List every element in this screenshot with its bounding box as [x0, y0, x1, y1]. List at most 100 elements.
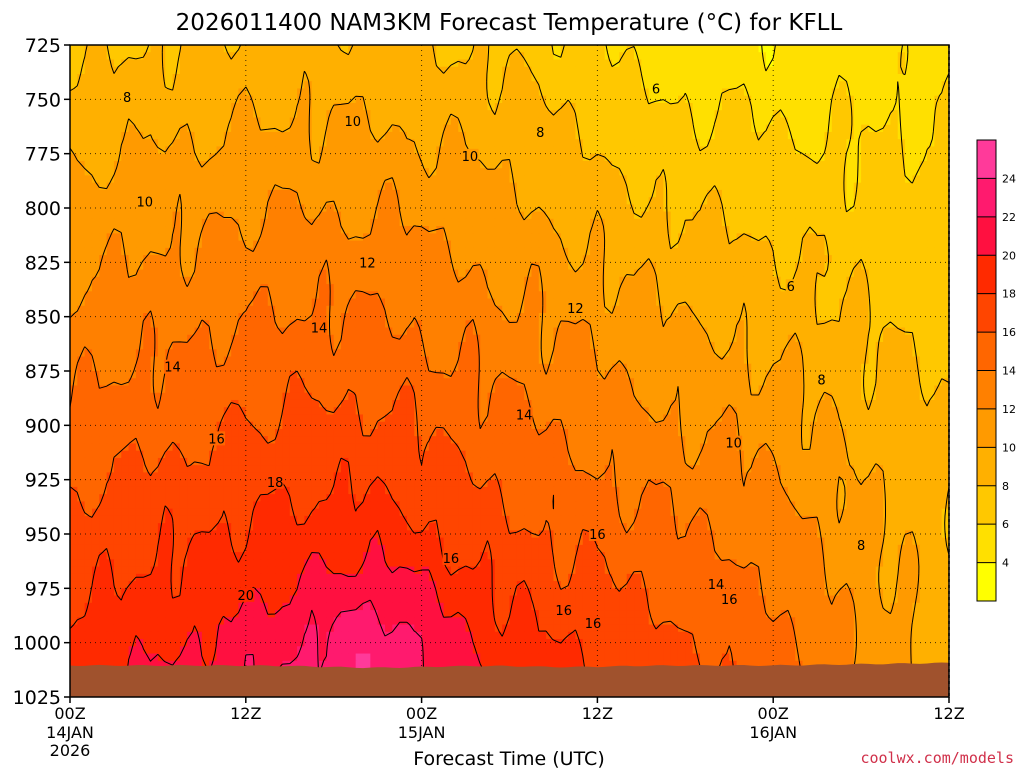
field-cell: [765, 313, 774, 321]
field-cell: [502, 95, 511, 104]
field-cell: [502, 52, 511, 61]
field-cell: [135, 160, 144, 169]
field-cell: [538, 102, 547, 111]
field-cell: [297, 233, 305, 242]
field-cell: [685, 110, 694, 119]
field-cell: [450, 284, 459, 292]
field-cell: [201, 247, 210, 256]
field-cell: [568, 124, 577, 133]
field-cell: [590, 66, 598, 75]
field-cell: [494, 269, 503, 278]
field-cell: [699, 262, 708, 271]
field-cell: [472, 73, 481, 82]
field-cell: [575, 276, 584, 285]
field-cell: [436, 124, 445, 133]
field-cell: [509, 117, 518, 126]
field-cell: [113, 66, 122, 75]
field-cell: [238, 276, 247, 285]
field-cell: [172, 342, 181, 350]
field-cell: [209, 334, 218, 343]
field-cell: [443, 255, 452, 263]
field-cell: [157, 197, 166, 205]
field-cell: [355, 327, 364, 336]
field-cell: [348, 284, 357, 292]
field-cell: [377, 175, 386, 184]
field-cell: [582, 298, 591, 307]
field-cell: [575, 153, 584, 162]
field-cell: [157, 276, 166, 285]
field-cell: [758, 146, 767, 155]
field-cell: [582, 139, 591, 148]
field-cell: [187, 45, 196, 53]
field-cell: [516, 233, 525, 242]
field-cell: [773, 59, 782, 68]
field-cell: [780, 269, 789, 278]
field-cell: [597, 233, 606, 242]
field-cell: [934, 45, 943, 53]
field-cell: [619, 211, 628, 220]
field-cell: [773, 139, 782, 148]
field-cell: [428, 298, 437, 307]
field-cell: [802, 204, 811, 213]
field-cell: [106, 247, 115, 256]
field-cell: [853, 131, 862, 140]
field-cell: [516, 139, 525, 148]
field-cell: [531, 182, 540, 191]
field-cell: [531, 334, 540, 343]
field-cell: [384, 334, 393, 343]
field-cell: [135, 305, 144, 314]
field-cell: [406, 117, 415, 126]
field-cell: [223, 45, 232, 53]
field-cell: [780, 73, 789, 82]
field-cell: [231, 139, 240, 148]
field-cell: [99, 131, 108, 140]
field-cell: [135, 168, 144, 176]
field-cell: [406, 110, 415, 119]
field-cell: [648, 211, 657, 220]
field-cell: [341, 52, 349, 61]
field-cell: [604, 320, 613, 329]
field-cell: [927, 73, 935, 82]
field-cell: [223, 73, 232, 82]
field-cell: [656, 175, 664, 184]
field-cell: [626, 88, 635, 97]
field-cell: [70, 95, 78, 104]
field-cell: [70, 284, 78, 292]
field-cell: [575, 211, 584, 220]
field-cell: [875, 153, 884, 162]
field-cell: [223, 88, 232, 97]
field-cell: [238, 182, 247, 191]
field-cell: [897, 320, 906, 329]
field-cell: [751, 81, 760, 90]
field-cell: [245, 88, 254, 97]
field-cell: [809, 45, 818, 53]
field-cell: [494, 139, 503, 148]
field-cell: [619, 291, 628, 300]
field-cell: [575, 342, 584, 350]
field-cell: [428, 189, 437, 198]
field-cell: [912, 218, 921, 227]
field-cell: [868, 284, 877, 292]
field-cell: [590, 117, 598, 126]
field-cell: [450, 262, 459, 271]
field-cell: [641, 160, 650, 169]
field-cell: [443, 189, 452, 198]
field-cell: [905, 146, 913, 155]
field-cell: [919, 182, 928, 191]
field-cell: [919, 291, 928, 300]
field-cell: [853, 262, 862, 271]
field-cell: [648, 204, 657, 213]
field-cell: [509, 182, 518, 191]
field-cell: [304, 131, 313, 140]
field-cell: [319, 226, 327, 234]
field-cell: [780, 226, 789, 234]
field-cell: [612, 291, 620, 300]
field-cell: [582, 291, 591, 300]
field-cell: [458, 197, 467, 205]
field-cell: [399, 139, 408, 148]
field-cell: [231, 175, 240, 184]
field-cell: [502, 240, 511, 249]
field-cell: [355, 226, 364, 234]
field-cell: [201, 226, 210, 234]
field-cell: [787, 305, 796, 314]
